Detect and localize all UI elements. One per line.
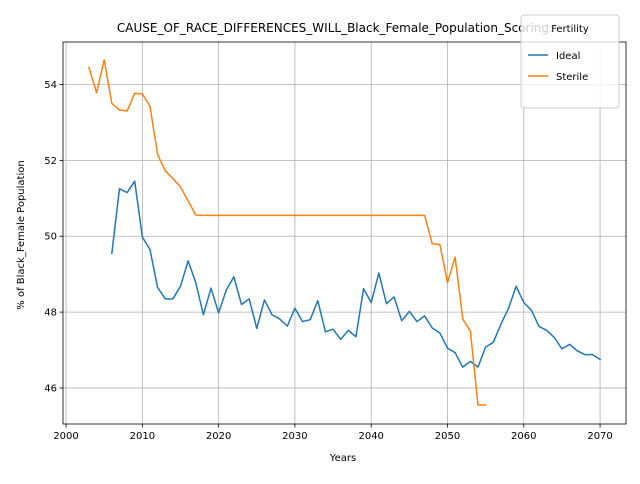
- legend-box: [520, 14, 620, 109]
- series-lines: [88, 59, 602, 406]
- chart-title: CAUSE_OF_RACE_DIFFERENCES_WILL_Black_Fem…: [117, 21, 553, 35]
- x-tick-label: 2050: [435, 431, 460, 442]
- plot-frame: [62, 41, 627, 425]
- x-tick-label: 2040: [358, 431, 383, 442]
- x-tick-label: 2030: [282, 431, 307, 442]
- legend-label-ideal: Ideal: [556, 51, 580, 62]
- y-tick-label: 50: [44, 232, 57, 243]
- series-line-ideal: [110, 180, 602, 368]
- legend-title: Fertility: [551, 24, 589, 35]
- x-tick-label: 2020: [206, 431, 231, 442]
- legend-items: Ideal Sterile: [528, 51, 588, 83]
- y-tick-label: 54: [44, 80, 57, 91]
- y-axis: 46 48 50 52 54: [44, 80, 63, 394]
- x-tick-label: 2070: [587, 431, 612, 442]
- x-axis: 2000 2010 2020 2030 2040 2050 2060 2070: [53, 424, 613, 442]
- y-tick-label: 48: [44, 308, 57, 319]
- x-axis-label: Years: [329, 453, 356, 464]
- y-tick-label: 46: [44, 383, 57, 394]
- x-tick-label: 2060: [511, 431, 536, 442]
- legend: Fertility Ideal Sterile: [520, 14, 620, 109]
- y-tick-label: 52: [44, 156, 57, 167]
- x-tick-label: 2010: [130, 431, 155, 442]
- x-tick-label: 2000: [53, 431, 78, 442]
- y-axis-label: % of Black_Female Population: [16, 160, 27, 309]
- legend-label-sterile: Sterile: [556, 72, 588, 83]
- series-line-sterile: [88, 59, 487, 406]
